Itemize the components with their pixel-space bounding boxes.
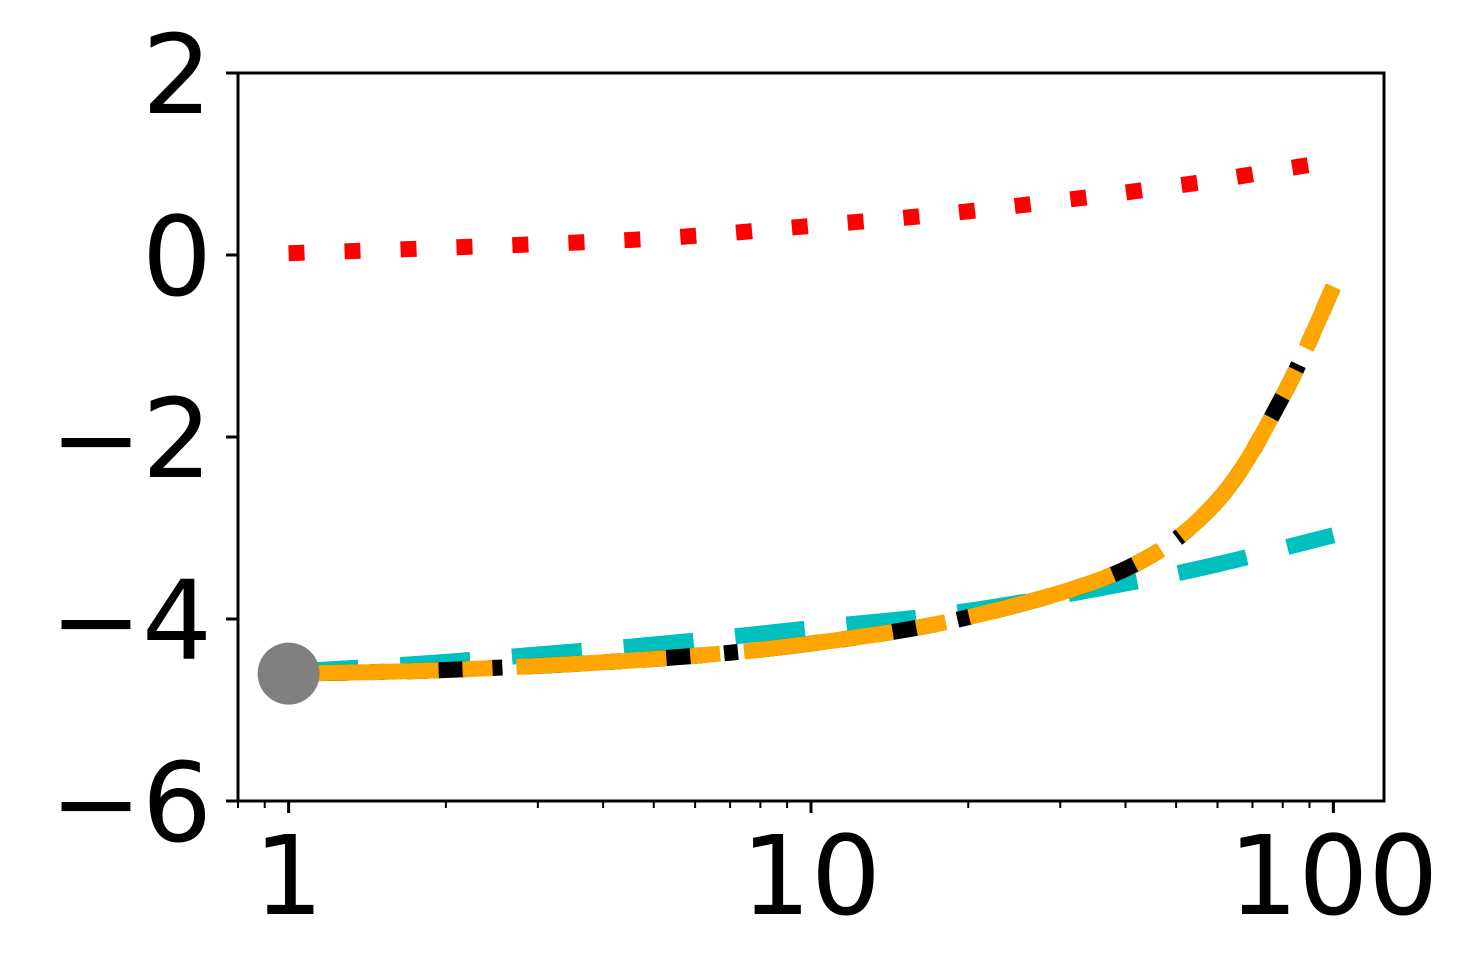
series-line-3 [288,283,1341,682]
y-tick-label-1: 2 [142,11,212,139]
y-axis-ticks: 2 0 −2 −4 −6 [50,11,238,867]
series-layer [288,156,1341,682]
y-tick-label-3: −2 [50,375,212,503]
x-tick-label-3: 100 [1228,812,1438,940]
y-tick-label-5: −6 [50,739,212,867]
start-point-marker [257,642,320,705]
series-line-1 [288,156,1311,262]
y-tick-label-4: −4 [50,557,212,685]
y-tick-label-2: 0 [142,193,212,321]
series-line-4 [288,283,1341,682]
x-tick-label-2: 10 [741,812,881,940]
series-line-2 [288,527,1336,680]
marker-layer [257,642,320,705]
x-axis-ticks: 1 10 100 [237,801,1438,940]
x-tick-label-1: 1 [254,812,324,940]
plot-frame [236,71,1386,803]
